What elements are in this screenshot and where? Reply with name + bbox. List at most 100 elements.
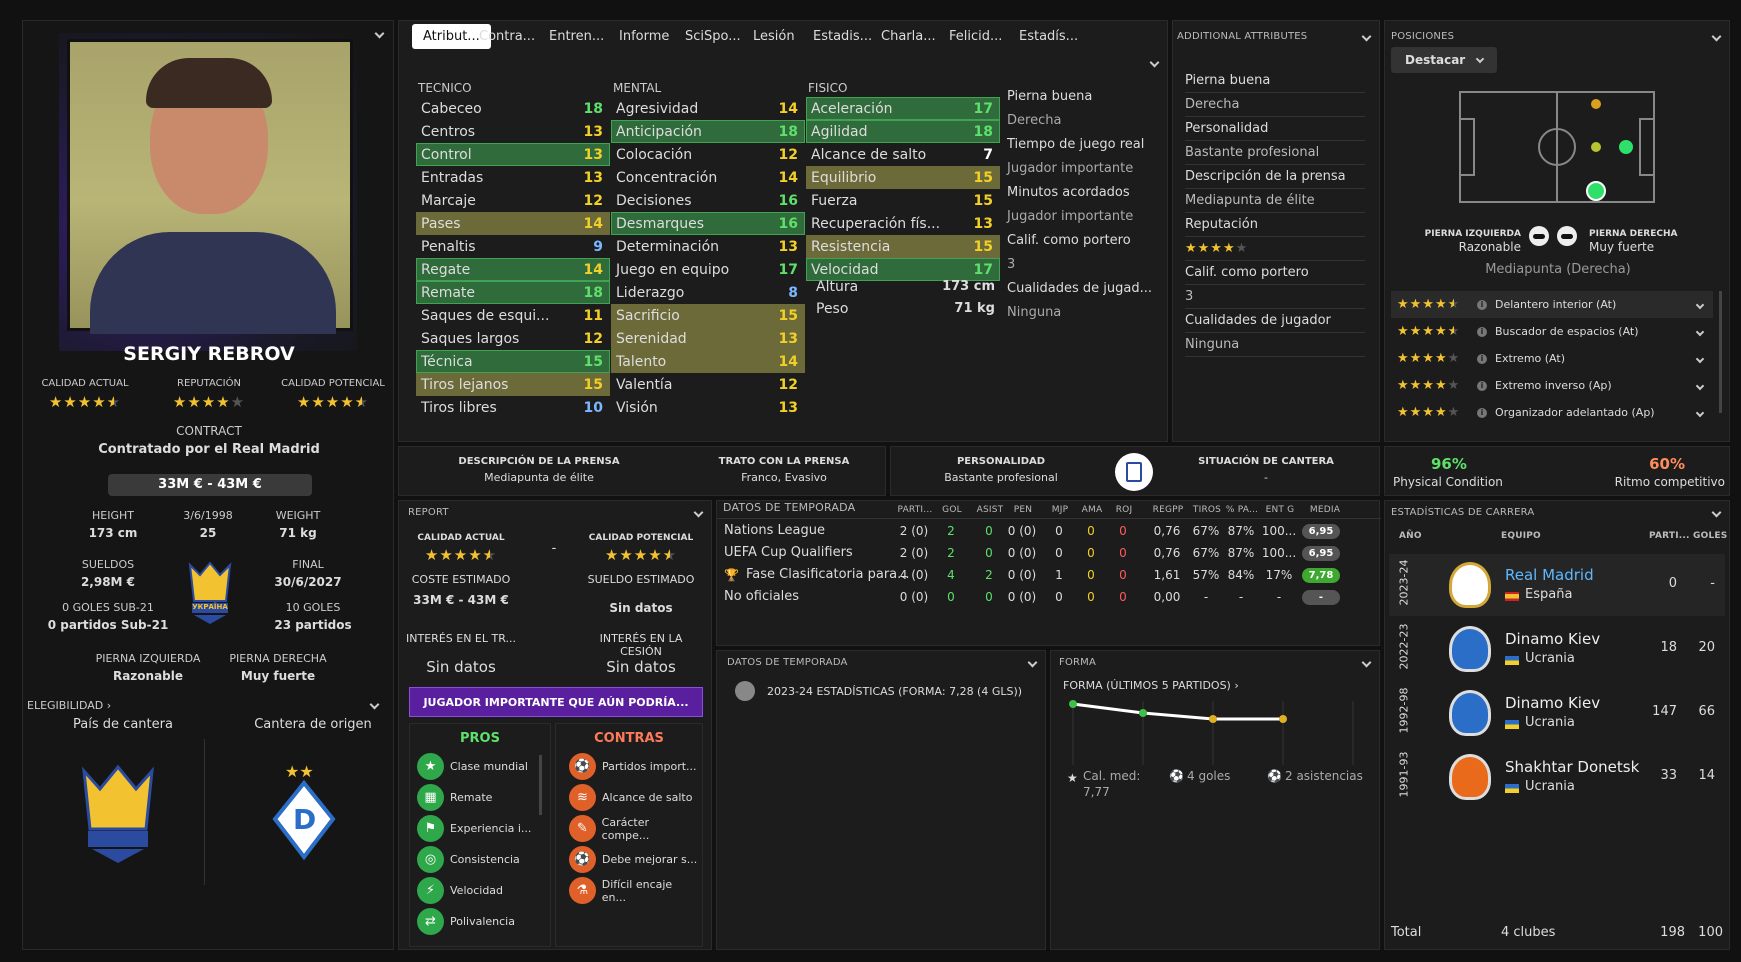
season-row[interactable]: UEFA Cup Qualifiers 2 (0) 2 0 0 (0) 0 0 0 0,76 67… xyxy=(716,543,1380,565)
season-summary-chevron-icon[interactable] xyxy=(1027,655,1038,670)
attribute-row[interactable]: Juego en equipo 17 xyxy=(611,258,805,281)
pros-scrollbar[interactable] xyxy=(539,755,542,815)
additional-chevron-icon[interactable] xyxy=(1361,29,1372,44)
chevron-down-icon[interactable] xyxy=(1695,327,1705,336)
eligibility-chevron-icon[interactable] xyxy=(369,697,380,712)
eligibility-header[interactable]: ELEGIBILIDAD › xyxy=(27,699,112,712)
tab-3[interactable]: Informe xyxy=(619,29,670,44)
positions-chevron-icon[interactable] xyxy=(1711,29,1722,44)
career-goals: 20 xyxy=(1698,640,1715,655)
side-info-chevron-icon[interactable] xyxy=(1149,55,1160,70)
attribute-row[interactable]: Centros 13 xyxy=(416,120,610,143)
attribute-row[interactable]: Agresividad 14 xyxy=(611,97,805,120)
attribute-row[interactable]: Determinación 13 xyxy=(611,235,805,258)
chevron-down-icon[interactable] xyxy=(1695,408,1705,417)
attribute-row[interactable]: Control 13 xyxy=(416,143,610,166)
attribute-row[interactable]: Desmarques 16 xyxy=(611,212,805,235)
club-name[interactable]: Real Madrid xyxy=(1505,566,1594,584)
club-name[interactable]: Dinamo Kiev xyxy=(1505,630,1601,648)
career-row[interactable]: 1991-93 Shakhtar Donetsk Ucrania 33 14 xyxy=(1389,746,1725,808)
chevron-down-icon[interactable] xyxy=(1695,300,1705,309)
attribute-row[interactable]: Alcance de salto 7 xyxy=(806,143,1000,166)
attribute-value: 13 xyxy=(778,238,798,255)
tab-5[interactable]: Lesión xyxy=(753,29,795,44)
attribute-row[interactable]: Anticipación 18 xyxy=(611,120,805,143)
tab-7[interactable]: Charla... xyxy=(881,29,936,44)
season-row[interactable]: 🏆 Fase Clasificatoria para... 4 (0) 4 2 0 (0)… xyxy=(716,565,1380,587)
attribute-row[interactable]: Liderazgo 8 xyxy=(611,281,805,304)
info-icon[interactable]: i xyxy=(1477,380,1487,391)
attribute-row[interactable]: Aceleración 17 xyxy=(806,97,1000,120)
tab-6[interactable]: Estadis... xyxy=(813,29,873,44)
career-chevron-icon[interactable] xyxy=(1711,505,1722,520)
attribute-row[interactable]: Penaltis 9 xyxy=(416,235,610,258)
form-point[interactable] xyxy=(1209,715,1217,723)
attribute-row[interactable]: Cabeceo 18 xyxy=(416,97,610,120)
attribute-row[interactable]: Saques largos 12 xyxy=(416,327,610,350)
attribute-row[interactable]: Tiros lejanos 15 xyxy=(416,373,610,396)
report-banner[interactable]: JUGADOR IMPORTANTE QUE AÚN PODRÍA... xyxy=(409,687,703,717)
attribute-row[interactable]: Saques de esqui... 11 xyxy=(416,304,610,327)
role-row[interactable]: ★★★★★ i Buscador de espacios (At) xyxy=(1391,318,1713,345)
info-icon[interactable]: i xyxy=(1477,326,1487,337)
attribute-row[interactable]: Equilibrio 15 xyxy=(806,166,1000,189)
season-title[interactable]: DATOS DE TEMPORADA xyxy=(723,501,856,514)
report-chevron-icon[interactable] xyxy=(693,505,704,520)
club-name[interactable]: Shakhtar Donetsk xyxy=(1505,758,1640,776)
attribute-row[interactable]: Marcaje 12 xyxy=(416,189,610,212)
season-row[interactable]: Nations League 2 (0) 2 0 0 (0) 0 0 0 0,76 67% 87% 1… xyxy=(716,521,1380,543)
attribute-row[interactable]: Colocación 12 xyxy=(611,143,805,166)
attribute-row[interactable]: Sacrificio 15 xyxy=(611,304,805,327)
attribute-row[interactable]: Recuperación fís... 13 xyxy=(806,212,1000,235)
season-value: - xyxy=(1238,590,1244,604)
role-row[interactable]: ★★★★★ i Organizador adelantado (Ap) xyxy=(1391,399,1713,426)
attribute-row[interactable]: Velocidad 17 xyxy=(806,258,1000,281)
attribute-row[interactable]: Pases 14 xyxy=(416,212,610,235)
form-point[interactable] xyxy=(1279,715,1287,723)
chevron-down-icon[interactable] xyxy=(1695,354,1705,363)
attribute-row[interactable]: Valentía 12 xyxy=(611,373,805,396)
role-row[interactable]: ★★★★★ i Extremo inverso (Ap) xyxy=(1391,372,1713,399)
club-name[interactable]: Dinamo Kiev xyxy=(1505,694,1601,712)
form-subtitle[interactable]: FORMA (ÚLTIMOS 5 PARTIDOS) › xyxy=(1063,679,1239,692)
career-row[interactable]: 2023-24 Real Madrid España 0 - xyxy=(1389,554,1725,616)
attribute-row[interactable]: Fuerza 15 xyxy=(806,189,1000,212)
tab-1[interactable]: Contra... xyxy=(479,29,536,44)
side-info-row: Cualidades de jugad... xyxy=(1007,281,1152,296)
attribute-row[interactable]: Resistencia 15 xyxy=(806,235,1000,258)
attribute-row[interactable]: Tiros libres 10 xyxy=(416,396,610,419)
attribute-row[interactable]: Visión 13 xyxy=(611,396,805,419)
attribute-row[interactable]: Talento 14 xyxy=(611,350,805,373)
attribute-row[interactable]: Entradas 13 xyxy=(416,166,610,189)
tab-4[interactable]: SciSpo... xyxy=(685,29,741,44)
form-point[interactable] xyxy=(1139,709,1147,717)
roles-scrollbar[interactable] xyxy=(1719,291,1722,413)
role-row[interactable]: ★★★★★ i Delantero interior (At) xyxy=(1391,291,1713,318)
attribute-row[interactable]: Regate 14 xyxy=(416,258,610,281)
role-row[interactable]: ★★★★★ i Extremo (At) xyxy=(1391,345,1713,372)
attribute-name: Agresividad xyxy=(616,100,699,117)
form-point[interactable] xyxy=(1069,700,1077,708)
chevron-down-icon[interactable] xyxy=(1695,381,1705,390)
attribute-row[interactable]: Serenidad 13 xyxy=(611,327,805,350)
attribute-row[interactable]: Decisiones 16 xyxy=(611,189,805,212)
press-label: DESCRIPCIÓN DE LA PRENSA xyxy=(458,456,620,467)
info-icon[interactable]: i xyxy=(1477,353,1487,364)
profile-chevron-icon[interactable] xyxy=(374,26,385,41)
attribute-row[interactable]: Concentración 14 xyxy=(611,166,805,189)
attribute-row[interactable]: Técnica 15 xyxy=(416,350,610,373)
attribute-row[interactable]: Agilidad 18 xyxy=(806,120,1000,143)
season-row[interactable]: No oficiales 0 (0) 0 0 0 (0) 0 0 0 0,00 - - - - xyxy=(716,587,1380,609)
tab-2[interactable]: Entren... xyxy=(549,29,605,44)
info-icon[interactable]: i xyxy=(1477,407,1487,418)
highlight-dropdown[interactable]: Destacar xyxy=(1391,47,1497,73)
career-row[interactable]: 2022-23 Dinamo Kiev Ucrania 18 20 xyxy=(1389,618,1725,680)
form-chevron-icon[interactable] xyxy=(1361,655,1372,670)
personality-icon[interactable] xyxy=(1115,453,1153,491)
tab-0[interactable]: Atribut... xyxy=(412,24,491,49)
career-row[interactable]: 1992-98 Dinamo Kiev Ucrania 147 66 xyxy=(1389,682,1725,744)
tab-9[interactable]: Estadís... xyxy=(1019,29,1079,44)
info-icon[interactable]: i xyxy=(1477,299,1487,310)
tab-8[interactable]: Felicid... xyxy=(949,29,1003,44)
attribute-row[interactable]: Remate 18 xyxy=(416,281,610,304)
